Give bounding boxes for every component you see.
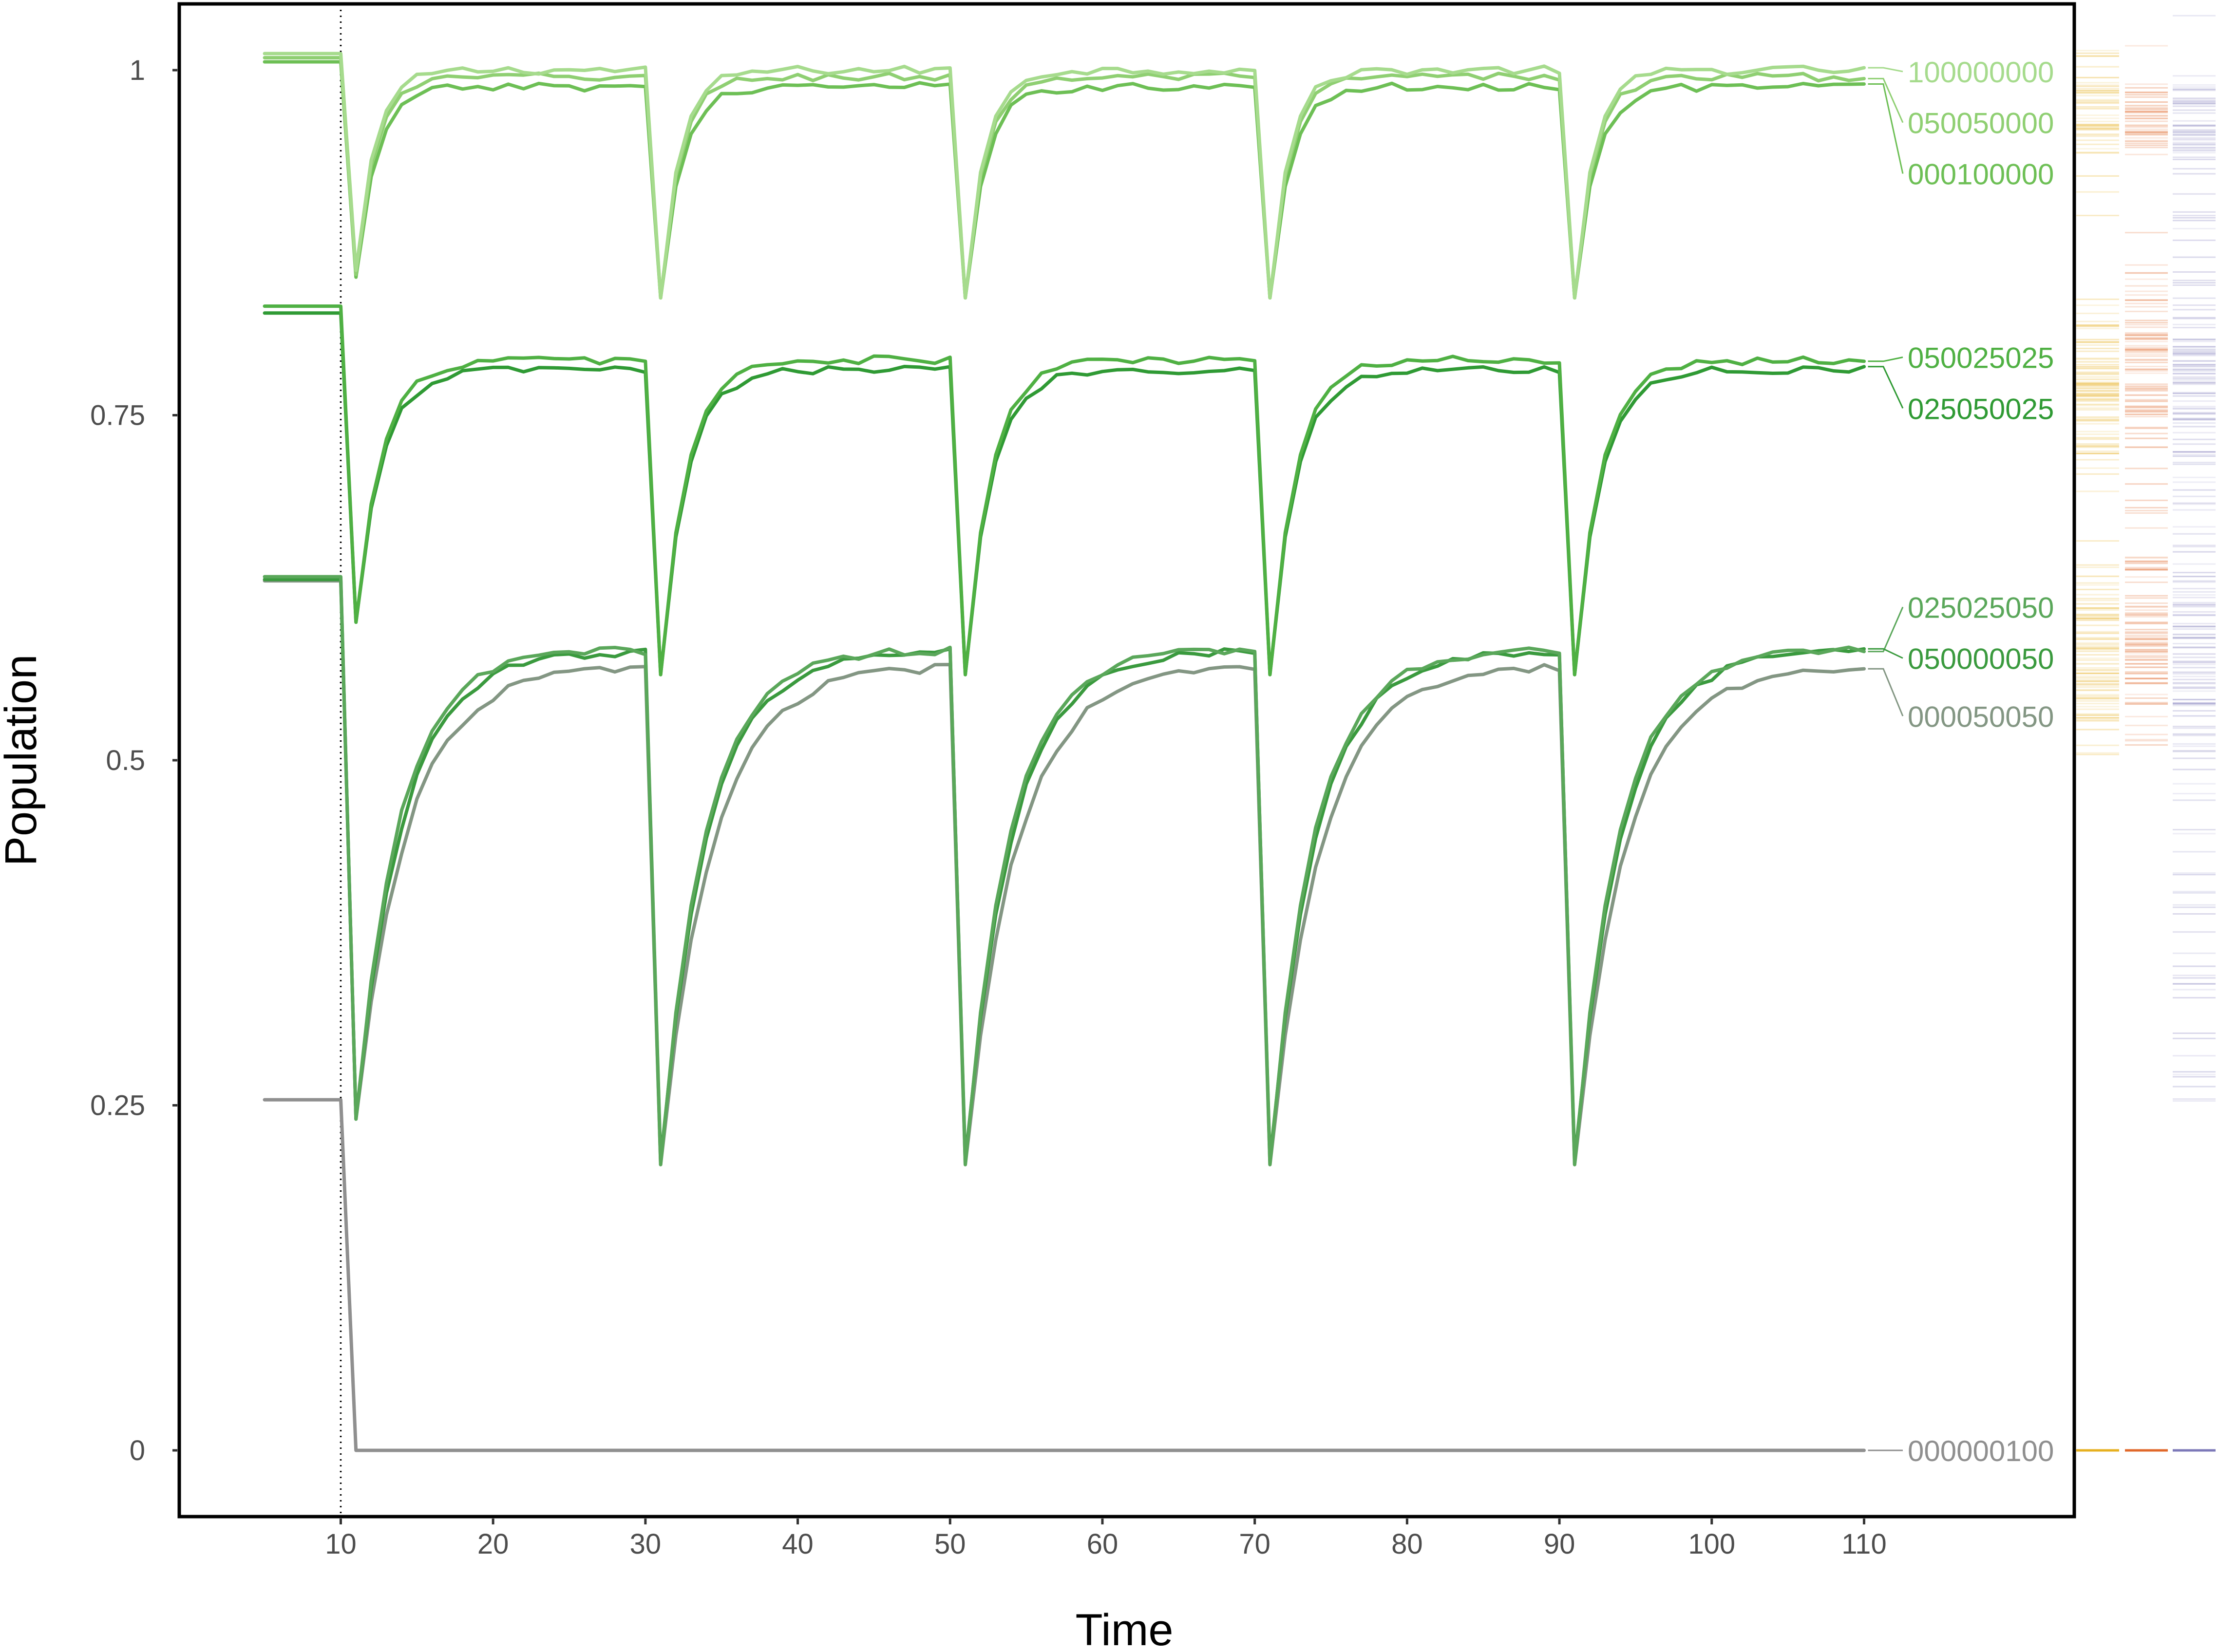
- x-tick-label: 70: [1239, 1528, 1270, 1560]
- series-line-000000100: [263, 1098, 1866, 1452]
- series-label: 050025025: [1908, 341, 2054, 374]
- series-label: 100000000: [1908, 56, 2054, 89]
- x-axis-title: Time: [1075, 1605, 1173, 1652]
- label-leader-line: [1868, 67, 1903, 73]
- series-line-050025025: [263, 304, 1866, 676]
- side-strip-purple: [2173, 15, 2216, 1452]
- x-tick-label: 100: [1688, 1528, 1735, 1560]
- label-leader-line: [1868, 83, 1904, 174]
- label-leader-line: [1868, 668, 1904, 716]
- series-label: 000050050: [1908, 700, 2054, 733]
- y-axis-title: Population: [0, 655, 46, 866]
- x-tick-label: 20: [477, 1528, 509, 1560]
- x-tick-label: 50: [934, 1528, 966, 1560]
- series-label: 000000100: [1908, 1435, 2054, 1467]
- series-line-050000050: [263, 578, 1866, 1163]
- side-strip-orange: [2125, 45, 2168, 1452]
- x-tick-label: 90: [1544, 1528, 1575, 1560]
- series-label: 050000050: [1908, 642, 2054, 675]
- label-leader-line: [1868, 606, 1904, 653]
- series-line-000050050: [263, 579, 1866, 1166]
- label-leader-line: [1868, 648, 1903, 659]
- x-tick-label: 80: [1391, 1528, 1423, 1560]
- series-line-100000000: [263, 52, 1866, 300]
- series-line-025025050: [263, 575, 1866, 1166]
- series-label: 050050000: [1908, 107, 2054, 140]
- series-label: 025025050: [1908, 591, 2054, 624]
- y-tick-label: 0.25: [90, 1089, 145, 1121]
- plot-panel-border: [177, 2, 2076, 1519]
- x-tick-label: 30: [630, 1528, 662, 1560]
- y-tick-label: 1: [130, 55, 145, 86]
- series-label: 000100000: [1908, 158, 2054, 191]
- x-tick-label: 40: [782, 1528, 814, 1560]
- x-tick-label: 60: [1087, 1528, 1118, 1560]
- label-leader-line: [1868, 366, 1904, 409]
- series-line-000100000: [263, 60, 1866, 300]
- y-tick-label: 0.5: [106, 745, 145, 776]
- y-tick-label: 0.75: [90, 400, 145, 432]
- x-tick-label: 110: [1841, 1528, 1886, 1560]
- side-strip-yellow: [2076, 50, 2119, 1452]
- label-leader-line: [1868, 357, 1903, 362]
- label-leader-line: [1868, 77, 1904, 123]
- series-label: 025050025: [1908, 393, 2054, 425]
- y-tick-label: 0: [130, 1435, 145, 1466]
- x-tick-label: 10: [325, 1528, 357, 1560]
